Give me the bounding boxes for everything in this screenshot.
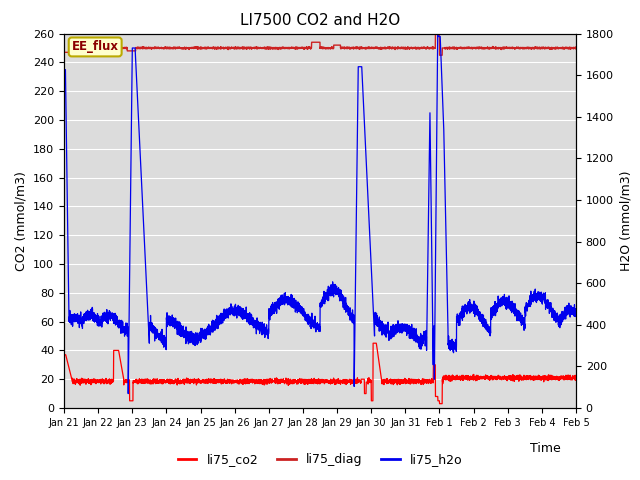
Y-axis label: CO2 (mmol/m3): CO2 (mmol/m3) <box>15 171 28 271</box>
Y-axis label: H2O (mmol/m3): H2O (mmol/m3) <box>620 170 632 271</box>
X-axis label: Time: Time <box>530 442 561 455</box>
Text: EE_flux: EE_flux <box>72 40 118 53</box>
Legend: li75_co2, li75_diag, li75_h2o: li75_co2, li75_diag, li75_h2o <box>173 448 467 471</box>
Title: LI7500 CO2 and H2O: LI7500 CO2 and H2O <box>240 13 400 28</box>
